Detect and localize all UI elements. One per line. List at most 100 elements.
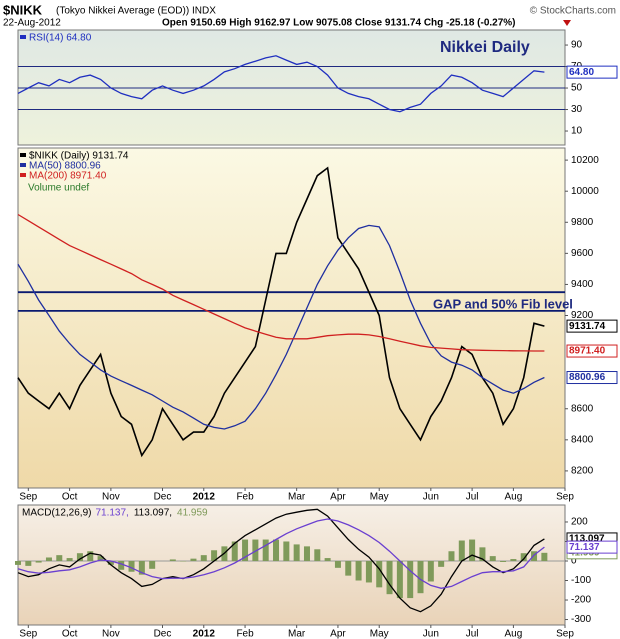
x-tick-label: Feb [236,492,254,503]
x-tick-label: Aug [504,629,522,639]
y-tick-label: 8400 [571,434,594,445]
value-tag-label: 9131.74 [569,321,606,332]
histogram-bar [396,561,403,599]
histogram-bar [531,551,538,561]
y-tick-label: 9400 [571,279,594,290]
histogram-bar [66,558,73,561]
value-tag [566,319,618,333]
histogram-bar [469,539,476,561]
x-tick-label: 2012 [193,492,216,503]
histogram-bar [211,550,218,561]
price-panel [17,147,566,489]
histogram-bar [345,561,352,576]
histogram-bar [520,553,527,561]
y-tick-label: 9800 [571,217,594,228]
histogram-bar [262,539,269,561]
series-line [17,213,545,352]
histogram-bar [427,561,434,582]
x-tick-label: Dec [154,492,172,503]
legend-swatch [20,35,26,39]
legend-entry: 41.959 [177,508,208,519]
histogram-bar [283,541,290,561]
date: 22-Aug-2012 [3,18,61,29]
histogram-bar [200,555,207,561]
x-tick-label: Jun [423,492,439,503]
histogram-bar [169,559,176,561]
x-tick-label: Sep [19,629,37,639]
value-tag [566,371,618,385]
y-tick-label: -300 [571,614,591,625]
histogram-bar [386,561,393,595]
histogram-bar [107,561,114,565]
histogram-bar [376,561,383,588]
series-line [17,518,545,589]
histogram-bar [190,558,197,561]
histogram-bar [87,551,94,561]
series-line [17,166,545,458]
value-tag-label: 113.097 [569,534,605,545]
y-tick-label: -100 [571,575,591,586]
value-tag [566,540,618,554]
value-tag-label: 71.137 [569,542,600,553]
x-tick-label: Jun [423,629,439,639]
value-tag [566,65,618,79]
x-tick-label: Dec [154,629,172,639]
y-tick-label: 8200 [571,466,594,477]
legend-entry: 113.097, [134,508,172,519]
histogram-bar [479,547,486,561]
x-tick-label: Sep [556,492,574,503]
legend-swatch [20,173,26,177]
histogram-bar [35,561,42,563]
legend-entry: MA(200) 8971.40 [29,171,107,182]
y-tick-label: 10000 [571,186,599,197]
volume-note: Volume undef [28,183,89,194]
histogram-bar [138,561,145,575]
histogram-bar [541,552,548,561]
x-tick-label: Nov [102,492,120,503]
y-tick-label: 8600 [571,403,594,414]
histogram-bar [489,556,496,561]
histogram-bar [500,561,507,562]
x-tick-label: 2012 [193,629,216,639]
y-tick-label: 0 [571,556,577,567]
histogram-bar [97,556,104,561]
histogram-bar [355,561,362,581]
rsi-panel [17,29,566,146]
x-tick-label: May [370,629,389,639]
x-tick-label: Aug [504,492,522,503]
y-tick-label: 30 [571,104,583,115]
y-tick-label: 10200 [571,155,599,166]
description: (Tokyo Nikkei Average (EOD)) INDX [56,6,216,17]
source: © StockCharts.com [530,6,616,17]
x-tick-label: Sep [19,492,37,503]
histogram-bar [242,539,249,561]
histogram-bar [45,557,52,561]
histogram-bar [15,561,21,565]
y-tick-label: 90 [571,40,583,51]
x-tick-label: Oct [62,492,78,503]
x-tick-label: Mar [288,629,306,639]
x-tick-label: May [370,492,389,503]
value-tag-label: 8800.96 [569,372,606,383]
legend-entry: MA(50) 8800.96 [29,161,101,172]
x-tick-label: Jul [466,492,479,503]
y-tick-label: 9200 [571,310,594,321]
x-tick-label: Jul [466,629,479,639]
legend-swatch [20,153,26,157]
histogram-bar [231,541,238,561]
series-line [17,55,545,113]
y-tick-label: 10 [571,126,583,137]
histogram-bar [448,551,455,561]
quote: Open 9150.69 High 9162.97 Low 9075.08 Cl… [162,18,516,29]
histogram-bar [324,558,331,561]
x-tick-label: Apr [330,629,346,639]
x-tick-label: Oct [62,629,78,639]
annotation: GAP and 50% Fib level [433,296,573,311]
legend-entry: $NIKK (Daily) 9131.74 [29,151,129,162]
histogram-bar [458,540,465,561]
histogram-bar [293,544,300,561]
histogram-bar [334,561,341,568]
histogram-bar [252,539,259,561]
value-tag-label: 64.80 [569,67,594,78]
